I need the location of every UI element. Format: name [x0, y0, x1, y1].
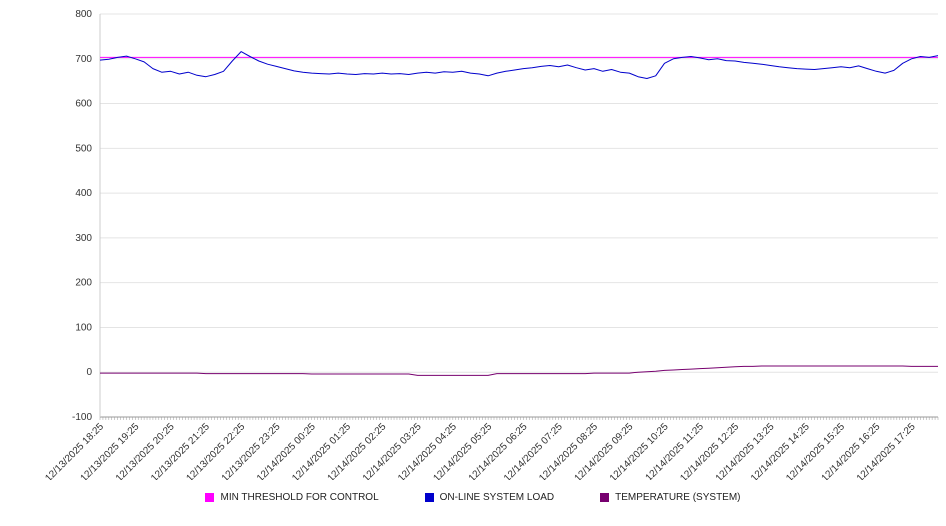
- x-axis-tick-label: 12/14/2025 17:25: [855, 421, 918, 480]
- series-line-on-line-system-load: [99, 51, 939, 79]
- y-axis-tick-label: 800: [75, 9, 92, 20]
- legend-swatch-icon: [424, 493, 434, 502]
- legend-swatch-icon: [600, 493, 610, 502]
- y-axis-tick-label: -100: [72, 412, 92, 423]
- legend-label: ON-LINE SYSTEM LOAD: [439, 492, 555, 503]
- legend-swatch-icon: [205, 493, 215, 502]
- y-axis-tick-label: 200: [75, 278, 92, 289]
- y-axis-tick-label: 100: [75, 322, 92, 333]
- legend-item-min-threshold-for-control: MIN THRESHOLD FOR CONTROL: [205, 492, 379, 503]
- y-axis-tick-label: 700: [75, 54, 92, 65]
- y-axis-tick-label: 500: [75, 143, 92, 154]
- legend-item-temperature-system-: TEMPERATURE (SYSTEM): [600, 492, 741, 503]
- line-chart: 8007006005004003002001000-10012/13/2025 …: [43, 9, 939, 480]
- y-axis-tick-label: 400: [75, 188, 92, 199]
- y-axis-tick-label: 0: [86, 367, 92, 378]
- legend-label: TEMPERATURE (SYSTEM): [615, 492, 741, 503]
- legend-item-on-line-system-load: ON-LINE SYSTEM LOAD: [424, 492, 555, 503]
- y-axis-tick-label: 300: [75, 233, 92, 244]
- y-axis-tick-label: 600: [75, 99, 92, 110]
- chart-legend: MIN THRESHOLD FOR CONTROL ON-LINE SYSTEM …: [0, 492, 946, 503]
- series-line-temperature-system-: [100, 365, 938, 376]
- legend-label: MIN THRESHOLD FOR CONTROL: [220, 492, 379, 503]
